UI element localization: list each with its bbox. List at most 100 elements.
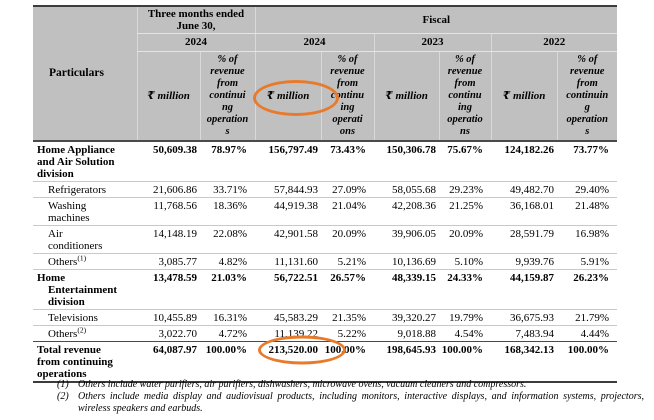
value-cell: 57,844.93 (255, 181, 321, 198)
value-cell: 50,609.38 (137, 140, 200, 182)
value-cell: 28,591.79 (491, 225, 557, 254)
percent-cell: 4.44% (557, 325, 618, 342)
value-cell: 3,085.77 (137, 253, 200, 270)
table-row: Others(2) 3,022.70 4.72% 11,139.22 5.22% 9,01… (33, 324, 618, 342)
row-label: Air conditioners (33, 225, 137, 254)
percent-cell: 26.57% (321, 269, 374, 310)
percent-cell: 21.03% (200, 269, 255, 310)
percent-cell: 5.21% (321, 253, 374, 270)
footnote-2: (2) Others include media display and aud… (57, 391, 644, 415)
table-row: Total revenue from continuing operations… (33, 335, 618, 383)
footnote-2-number: (2) (57, 391, 69, 402)
header-row-units: ₹ million % of revenue from continui ng … (33, 51, 618, 142)
pct-header-fiscal-2024: % of revenue from continu ing operati on… (320, 51, 374, 142)
pct-header-fiscal-2023: % of revenue from continu ing operatio n… (438, 51, 491, 142)
percent-cell: 20.09% (439, 225, 491, 254)
value-cell: 213,520.00 (255, 335, 347, 383)
percent-cell: 4.54% (439, 325, 491, 342)
percent-cell: 5.10% (439, 253, 491, 270)
value-cell: 36,168.01 (491, 197, 557, 226)
year-fiscal-2024: 2024 (254, 33, 374, 52)
table-header: Particulars Three months ended June 30, … (33, 6, 618, 142)
unit-header-three-months: ₹ million (136, 51, 200, 142)
percent-cell: 18.36% (200, 197, 255, 226)
percent-cell: 26.23% (557, 269, 618, 310)
revenue-breakdown-table: Particulars Three months ended June 30, … (33, 5, 618, 383)
percent-cell: 5.22% (321, 325, 374, 342)
pct-header-three-months: % of revenue from continui ng operation … (199, 51, 255, 142)
value-cell: 14,148.19 (137, 225, 200, 254)
percent-cell: 19.79% (439, 309, 491, 326)
percent-cell: 29.23% (439, 181, 491, 198)
value-cell: 10,136.69 (374, 253, 439, 270)
percent-cell: 5.91% (557, 253, 618, 270)
footnote-reference: (1) (77, 252, 87, 262)
percent-cell: 78.97% (200, 140, 255, 182)
value-cell: 64,087.97 (137, 341, 200, 383)
value-cell: 10,455.89 (137, 309, 200, 326)
value-cell: 156,797.49 (255, 140, 321, 182)
percent-cell: 24.33% (439, 269, 491, 310)
table-row: Home Entertainment division 13,478.59 21.0… (33, 269, 618, 310)
value-cell: 42,901.58 (255, 225, 321, 254)
footnote-2-text: Others include media display and audiovi… (78, 391, 644, 414)
value-cell: 11,139.22 (255, 325, 321, 342)
value-cell: 48,339.15 (374, 269, 439, 310)
percent-cell: 4.82% (200, 253, 255, 270)
table-row: Air conditioners 14,148.19 22.08% 42,901.58… (33, 225, 618, 254)
table-row: Others(1) 3,085.77 4.82% 11,131.60 5.21% 10,1… (33, 252, 618, 270)
value-cell: 21,606.86 (137, 181, 200, 198)
percent-cell: 75.67% (439, 140, 491, 182)
percent-cell: 21.35% (321, 309, 374, 326)
value-cell: 150,306.78 (374, 140, 439, 182)
percent-cell: 22.08% (200, 225, 255, 254)
value-cell: 36,675.93 (491, 309, 557, 326)
percent-cell: 16.31% (200, 309, 255, 326)
table-row: Refrigerators 21,606.86 33.71% 57,844.93 27.… (33, 181, 618, 198)
value-cell: 7,483.94 (491, 325, 557, 342)
row-label: Refrigerators (33, 181, 137, 198)
fiscal-period-header: Fiscal (254, 6, 618, 34)
table-body: Home Appliance and Air Solution division… (33, 140, 618, 383)
unit-header-fiscal-2024: ₹ million (253, 51, 339, 142)
year-fiscal-2023: 2023 (373, 33, 491, 52)
row-label: Home Appliance and Air Solution division (33, 140, 137, 182)
unit-header-fiscal-2022: ₹ million (490, 51, 557, 142)
value-cell: 44,919.38 (255, 197, 321, 226)
percent-cell: 100.00% (557, 341, 618, 383)
value-cell: 124,182.26 (491, 140, 557, 182)
table-row: Televisions 10,455.89 16.31% 45,583.29 21.35… (33, 309, 618, 326)
value-cell: 168,342.13 (491, 341, 557, 383)
percent-cell: 21.48% (557, 197, 618, 226)
value-cell: 9,018.88 (374, 325, 439, 342)
value-cell: 49,482.70 (491, 181, 557, 198)
footnotes: (1) Others include water purifiers, air … (57, 379, 644, 415)
value-cell: 11,131.60 (255, 253, 321, 270)
value-cell: 56,722.51 (255, 269, 321, 310)
percent-cell: 73.77% (557, 140, 618, 182)
percent-cell: 21.79% (557, 309, 618, 326)
percent-cell: 21.25% (439, 197, 491, 226)
table-row: Washing machines 11,768.56 18.36% 44,919.38… (33, 197, 618, 226)
percent-cell: 100.00% (321, 341, 374, 383)
percent-cell: 100.00% (200, 341, 255, 383)
pct-header-fiscal-2022: % of revenue from continuin g operation … (556, 51, 618, 142)
footnote-1-number: (1) (57, 379, 69, 390)
row-label: Total revenue from continuing operations (33, 341, 137, 383)
three-months-period-header: Three months ended June 30, (136, 6, 255, 34)
header-row-years: 2024 2024 2023 2022 (33, 33, 618, 52)
value-cell: 39,320.27 (374, 309, 439, 326)
value-cell: 11,768.56 (137, 197, 200, 226)
footnote-1: (1) Others include water purifiers, air … (57, 379, 644, 391)
row-label: Others(2) (33, 324, 137, 342)
value-cell: 58,055.68 (374, 181, 439, 198)
value-cell: 9,939.76 (491, 253, 557, 270)
year-fiscal-2022: 2022 (490, 33, 618, 52)
percent-cell: 16.98% (557, 225, 618, 254)
header-row-periods: Particulars Three months ended June 30, … (33, 6, 618, 142)
footnote-reference: (2) (77, 324, 87, 334)
percent-cell: 100.00% (439, 341, 491, 383)
value-cell: 39,906.05 (374, 225, 439, 254)
percent-cell: 73.43% (321, 140, 374, 182)
unit-header-fiscal-2024-label: ₹ million (266, 89, 310, 102)
